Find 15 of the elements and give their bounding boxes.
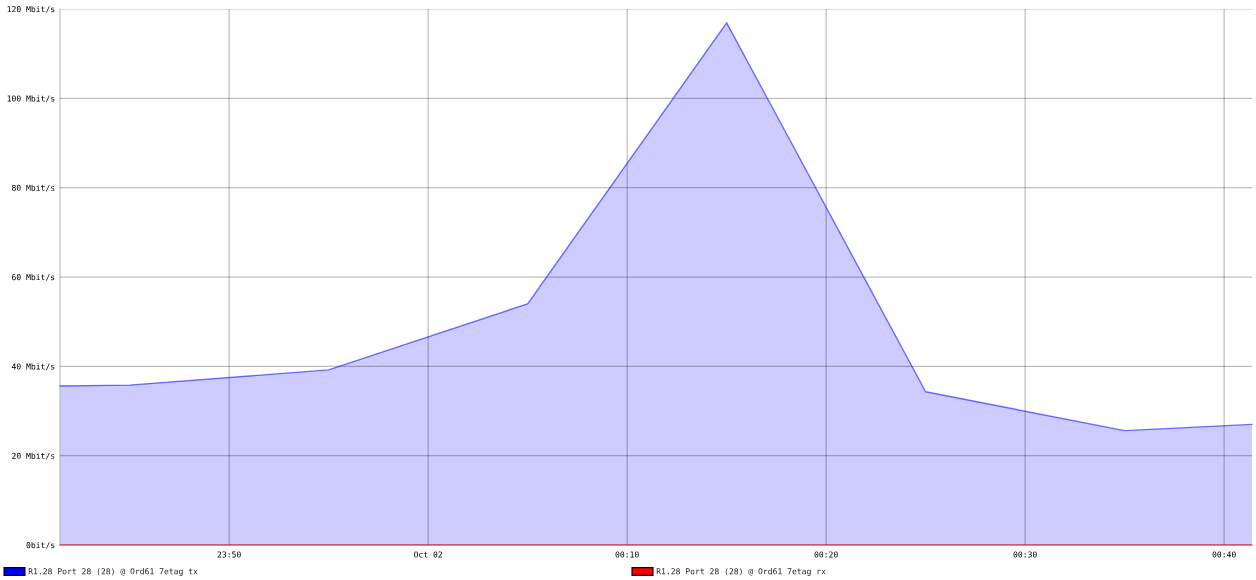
x-tick-label: 00:20 (814, 551, 838, 558)
x-tick-label: 23:50 (217, 551, 241, 558)
legend-label: R1.28 Port 28 (28) @ Ord61 7etag tx (28, 568, 198, 576)
x-tick-label: Oct 02 (414, 551, 443, 558)
y-tick-label: 100 Mbit/s (7, 95, 55, 103)
y-tick-label: 0bit/s (26, 541, 55, 549)
x-tick-label: 00:10 (615, 551, 639, 558)
y-tick-label: 60 Mbit/s (12, 273, 55, 281)
legend-label: R1.28 Port 28 (28) @ Ord61 7etag rx (656, 568, 826, 576)
y-tick-label: 20 Mbit/s (12, 452, 55, 460)
y-tick-label: 40 Mbit/s (11, 363, 55, 371)
y-tick-label: 80 Mbit/s (12, 184, 55, 192)
x-tick-label: 00:30 (1013, 551, 1037, 558)
y-tick-label: 120 Mbit/s (7, 5, 55, 13)
x-tick-label: 00:40 (1212, 551, 1236, 558)
